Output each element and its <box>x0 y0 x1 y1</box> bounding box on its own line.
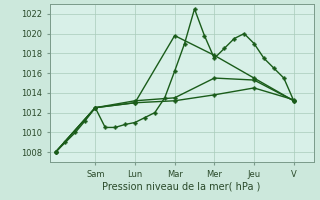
X-axis label: Pression niveau de la mer( hPa ): Pression niveau de la mer( hPa ) <box>102 181 261 191</box>
